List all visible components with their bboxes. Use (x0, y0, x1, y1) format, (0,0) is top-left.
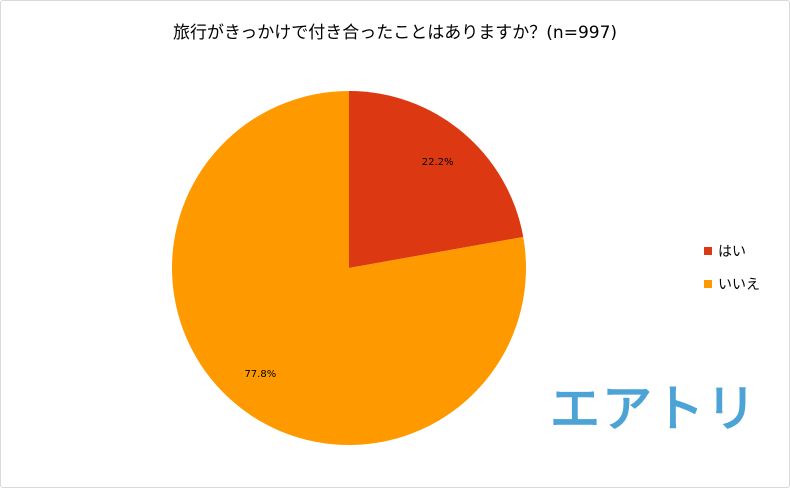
legend-swatch-iie (704, 280, 712, 288)
legend-item-iie: いいえ (704, 273, 760, 295)
pie-slice-iie (172, 91, 527, 445)
legend: はい いいえ (704, 240, 760, 306)
pie-slice-labels: 22.2% 77.8% (244, 157, 453, 380)
legend-swatch-hai (704, 247, 712, 255)
pie-slices (172, 91, 527, 445)
legend-item-hai: はい (704, 240, 760, 262)
airtrip-logo: エアトリ (550, 380, 758, 438)
slice-label-iie: 77.8% (244, 369, 276, 380)
chart-title: 旅行がきっかけで付き合ったことはありますか？(n=997) (172, 23, 618, 43)
pie-slice-hai (349, 91, 524, 268)
legend-label-iie: いいえ (718, 277, 760, 293)
legend-label-hai: はい (718, 244, 746, 260)
slice-label-hai: 22.2% (422, 157, 454, 168)
